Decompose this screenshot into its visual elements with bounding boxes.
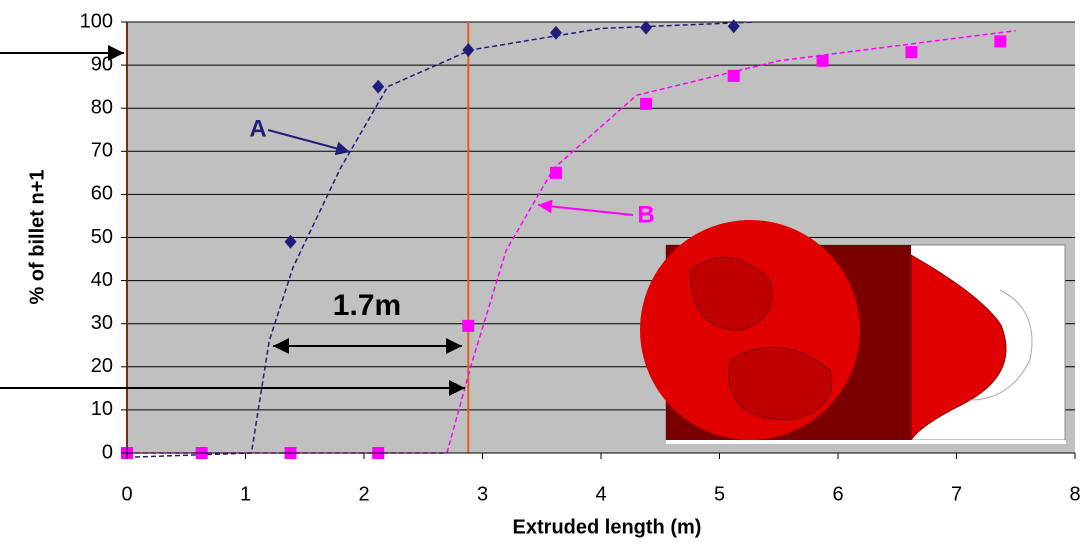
annotation: 1.7m — [333, 289, 401, 322]
y-tick-label: 10 — [91, 398, 113, 420]
point — [462, 320, 474, 332]
x-tick-label: 2 — [358, 483, 369, 505]
y-tick-label: 30 — [91, 312, 113, 334]
y-tick-label: 0 — [102, 441, 113, 463]
point — [994, 35, 1006, 47]
x-tick-label: 4 — [595, 483, 606, 505]
series-label: B — [637, 201, 654, 228]
x-tick-label: 7 — [951, 483, 962, 505]
point — [550, 167, 562, 179]
y-tick-label: 60 — [91, 183, 113, 205]
y-axis-label: % of billet n+1 — [26, 169, 48, 304]
y-tick-label: 80 — [91, 96, 113, 118]
y-tick-label: 70 — [91, 140, 113, 162]
series-label: A — [249, 115, 266, 142]
y-tick-label: 20 — [91, 355, 113, 377]
y-tick-label: 40 — [91, 269, 113, 291]
point — [905, 46, 917, 58]
x-tick-label: 3 — [477, 483, 488, 505]
x-tick-label: 0 — [121, 483, 132, 505]
x-tick-label: 1 — [240, 483, 251, 505]
y-tick-label: 100 — [80, 10, 113, 32]
x-axis-label: Extruded length (m) — [513, 516, 702, 538]
y-tick-label: 50 — [91, 226, 113, 248]
point — [817, 55, 829, 67]
chart: 1.7m A B Extruded length (m) % of billet… — [0, 0, 1090, 544]
point — [640, 98, 652, 110]
x-tick-label: 5 — [714, 483, 725, 505]
x-tick-label: 8 — [1069, 483, 1080, 505]
y-tick-label: 90 — [91, 53, 113, 75]
inset-image — [640, 220, 1066, 444]
x-tick-label: 6 — [832, 483, 843, 505]
point — [728, 70, 740, 82]
